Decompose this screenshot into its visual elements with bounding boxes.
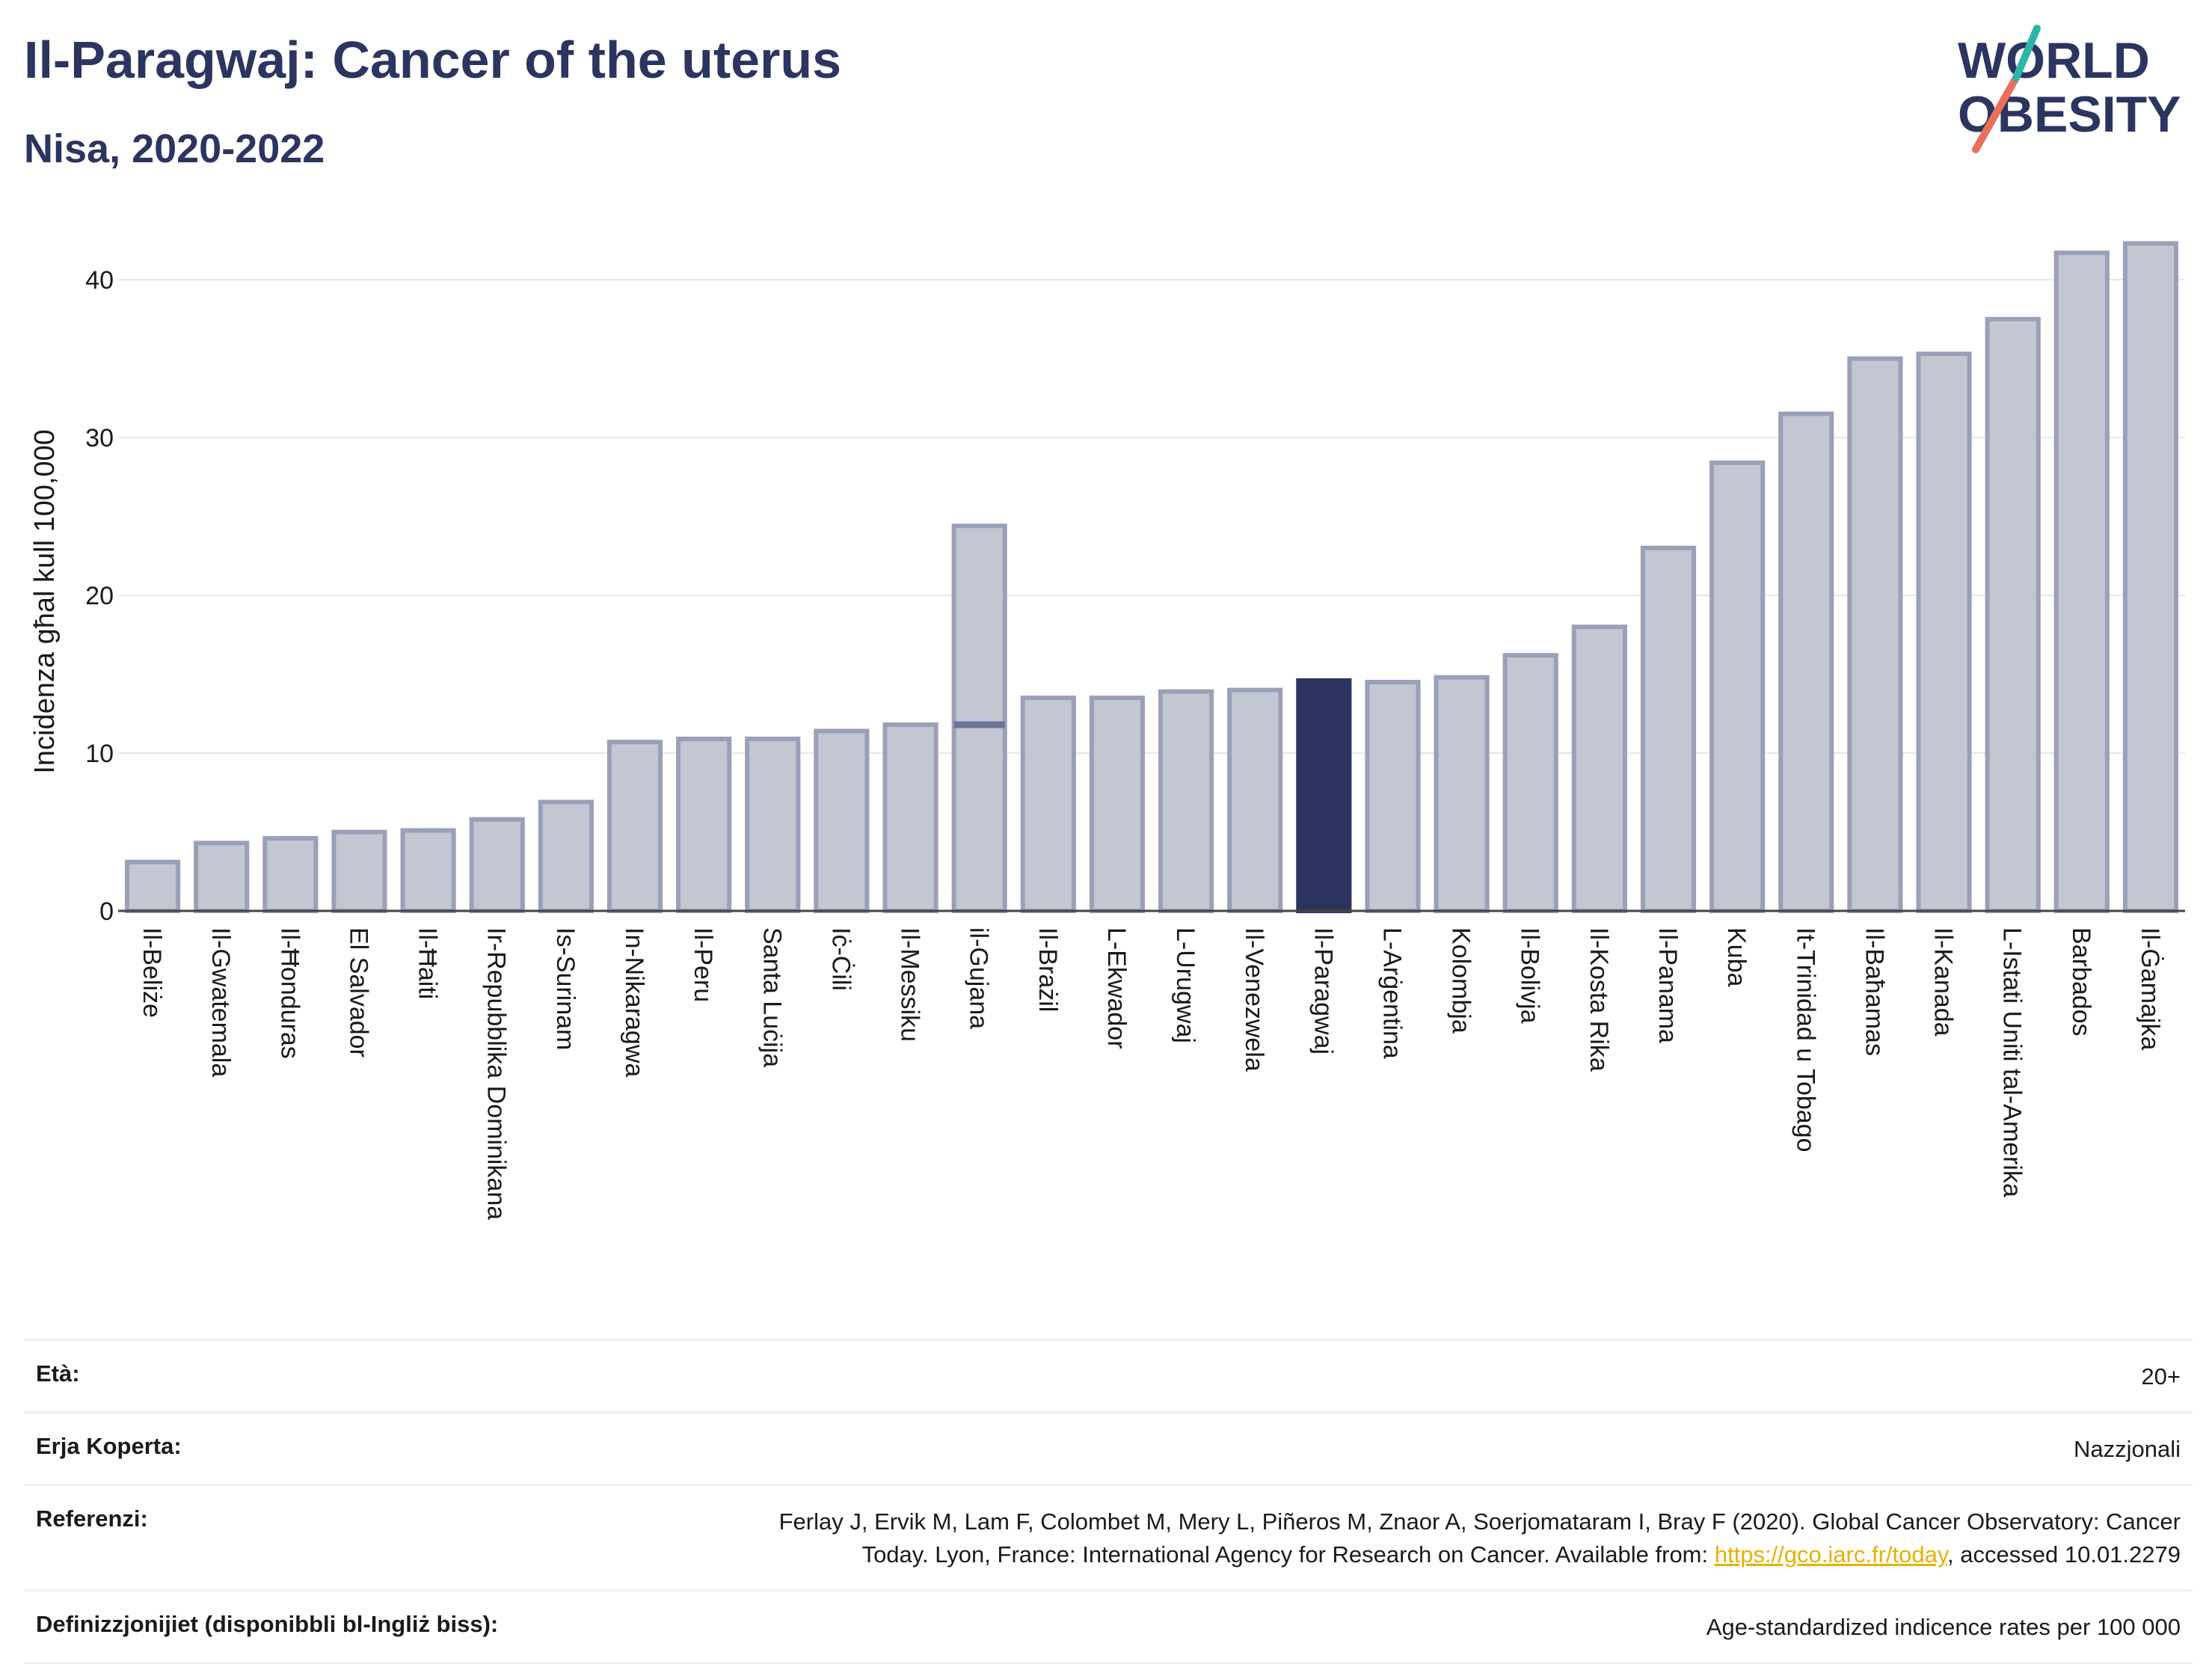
- x-tick-label: Is-Surinam: [551, 927, 580, 1050]
- bar: [1916, 351, 1972, 914]
- bar: [1709, 460, 1766, 913]
- bar-chart: 0 10 20 30 40 Incidenza għal kull 100,000 Il-B…: [29, 241, 2185, 1220]
- bar: [1502, 653, 1558, 913]
- definitions-value: Age-standardized indicence rates per 100…: [1706, 1614, 2181, 1640]
- bar: [2053, 251, 2110, 913]
- bar: [1778, 411, 1834, 913]
- x-tick-label: Il-Brażil: [1033, 927, 1062, 1012]
- y-tick-label: 0: [99, 897, 114, 926]
- x-tick-label: il-Gujana: [965, 927, 993, 1029]
- y-axis-label: Incidenza għal kull 100,000: [29, 429, 61, 774]
- x-tick-label: Iċ-Ċili: [826, 927, 855, 991]
- bar: [814, 728, 870, 914]
- bar: [882, 722, 938, 914]
- reference-link[interactable]: https://gco.iarc.fr/today: [1714, 1541, 1948, 1568]
- bar: [1296, 678, 1352, 913]
- x-tick-label: Barbados: [2067, 927, 2095, 1037]
- bar: [262, 835, 319, 913]
- x-tick-label: Il-Paragwaj: [1309, 927, 1337, 1054]
- x-tick-label: L-Istati Uniti tal-Amerika: [1998, 927, 2027, 1197]
- bar: [1985, 316, 2041, 913]
- bar: [538, 799, 594, 914]
- area-value: Nazzjonali: [2073, 1436, 2181, 1462]
- x-tick-label: Il-Ġamajka: [2136, 927, 2164, 1050]
- reference-line1: Ferlay J, Ervik M, Lam F, Colombet M, Me…: [778, 1508, 2181, 1535]
- x-tick-label: It-Trinidad u Tobago: [1791, 927, 1819, 1152]
- references-value: Ferlay J, Ervik M, Lam F, Colombet M, Me…: [779, 1505, 2181, 1571]
- age-label: Età:: [36, 1360, 80, 1387]
- x-tick-label: Il-Kanada: [1929, 927, 1958, 1037]
- bar: [1020, 696, 1076, 914]
- logo-line1: WORLD: [1958, 32, 2150, 89]
- x-tick-label: Il-Gwatemala: [206, 927, 235, 1077]
- info-table: Età: 20+ Erja Koperta: Nazzjonali Refere…: [24, 1339, 2193, 1664]
- bar: [1640, 545, 1697, 913]
- bar: [745, 737, 801, 914]
- bar: [1571, 624, 1627, 913]
- bar: [124, 859, 181, 913]
- info-row-area: Erja Koperta: Nazzjonali: [24, 1411, 2193, 1484]
- info-row-definitions: Definizzjonijiet (disponibbli bl-Ingliż …: [24, 1589, 2193, 1664]
- y-tick-label: 30: [85, 424, 114, 452]
- x-tick-label: Kolombja: [1447, 927, 1475, 1034]
- reference-line2-pre: Today. Lyon, France: International Agenc…: [861, 1541, 1715, 1568]
- x-tick-label: Il-Beliże: [138, 927, 166, 1018]
- x-tick-label: Il-Kosta Rika: [1585, 927, 1613, 1072]
- x-tick-label: Il-Panama: [1653, 927, 1682, 1043]
- x-tick-label: Il-Messiku: [896, 927, 924, 1042]
- bar: [1365, 680, 1421, 913]
- x-tick-label: Il-Baħamas: [1860, 927, 1888, 1056]
- bar: [606, 740, 663, 913]
- x-tick-label: Il-Venezwela: [1240, 927, 1268, 1072]
- chart-subtitle: Nisa, 2020-2022: [24, 126, 325, 171]
- bar: [676, 737, 732, 914]
- y-tick-label: 40: [85, 266, 114, 295]
- x-tick-label: Kuba: [1722, 927, 1751, 986]
- reference-line2-post: , accessed 10.01.2279: [1947, 1541, 2181, 1568]
- x-tick-label: Ir-Repubblika Dominikana: [482, 927, 511, 1220]
- bar: [1227, 687, 1283, 913]
- x-tick-label: Il-Ħaiti: [414, 927, 442, 999]
- x-tick-label: L-Urugwaj: [1171, 927, 1199, 1043]
- bar: [469, 817, 525, 913]
- references-label: Referenzi:: [36, 1505, 148, 1532]
- chart-title: Il-Paragwaj: Cancer of the uterus: [24, 31, 842, 89]
- x-tick-label: In-Nikaragwa: [620, 927, 648, 1077]
- world-obesity-logo: WORLD OBESITY: [1958, 25, 2181, 153]
- bar: [400, 828, 456, 914]
- x-tick-label: Il-Bolivja: [1516, 927, 1544, 1024]
- bar: [194, 841, 250, 914]
- bar: [1089, 696, 1146, 914]
- logo-slash-coral: [1972, 74, 2020, 153]
- y-tick-label: 10: [85, 740, 114, 768]
- x-tick-label: Il-Ħonduras: [275, 927, 304, 1059]
- bar: [331, 829, 387, 913]
- bar: [2122, 241, 2179, 914]
- logo-slash-teal: [2012, 25, 2041, 82]
- info-row-references: Referenzi: Ferlay J, Ervik M, Lam F, Col…: [24, 1484, 2193, 1589]
- info-row-age: Età: 20+: [24, 1339, 2193, 1411]
- area-label: Erja Koperta:: [36, 1433, 182, 1459]
- x-tick-label: L-Arġentina: [1377, 927, 1406, 1059]
- x-tick-label: El Salvador: [344, 927, 372, 1057]
- age-value: 20+: [2141, 1363, 2181, 1390]
- bar: [951, 524, 1007, 913]
- y-tick-label: 20: [85, 582, 114, 610]
- bar: [1434, 675, 1490, 913]
- bar: [1847, 356, 1903, 913]
- bar: [1158, 689, 1214, 914]
- x-tick-label: Santa Luċija: [758, 927, 786, 1067]
- x-tick-label: Il-Peru: [689, 927, 717, 1002]
- x-tick-label: L-Ekwador: [1102, 927, 1131, 1049]
- definitions-label: Definizzjonijiet (disponibbli bl-Ingliż …: [36, 1611, 499, 1637]
